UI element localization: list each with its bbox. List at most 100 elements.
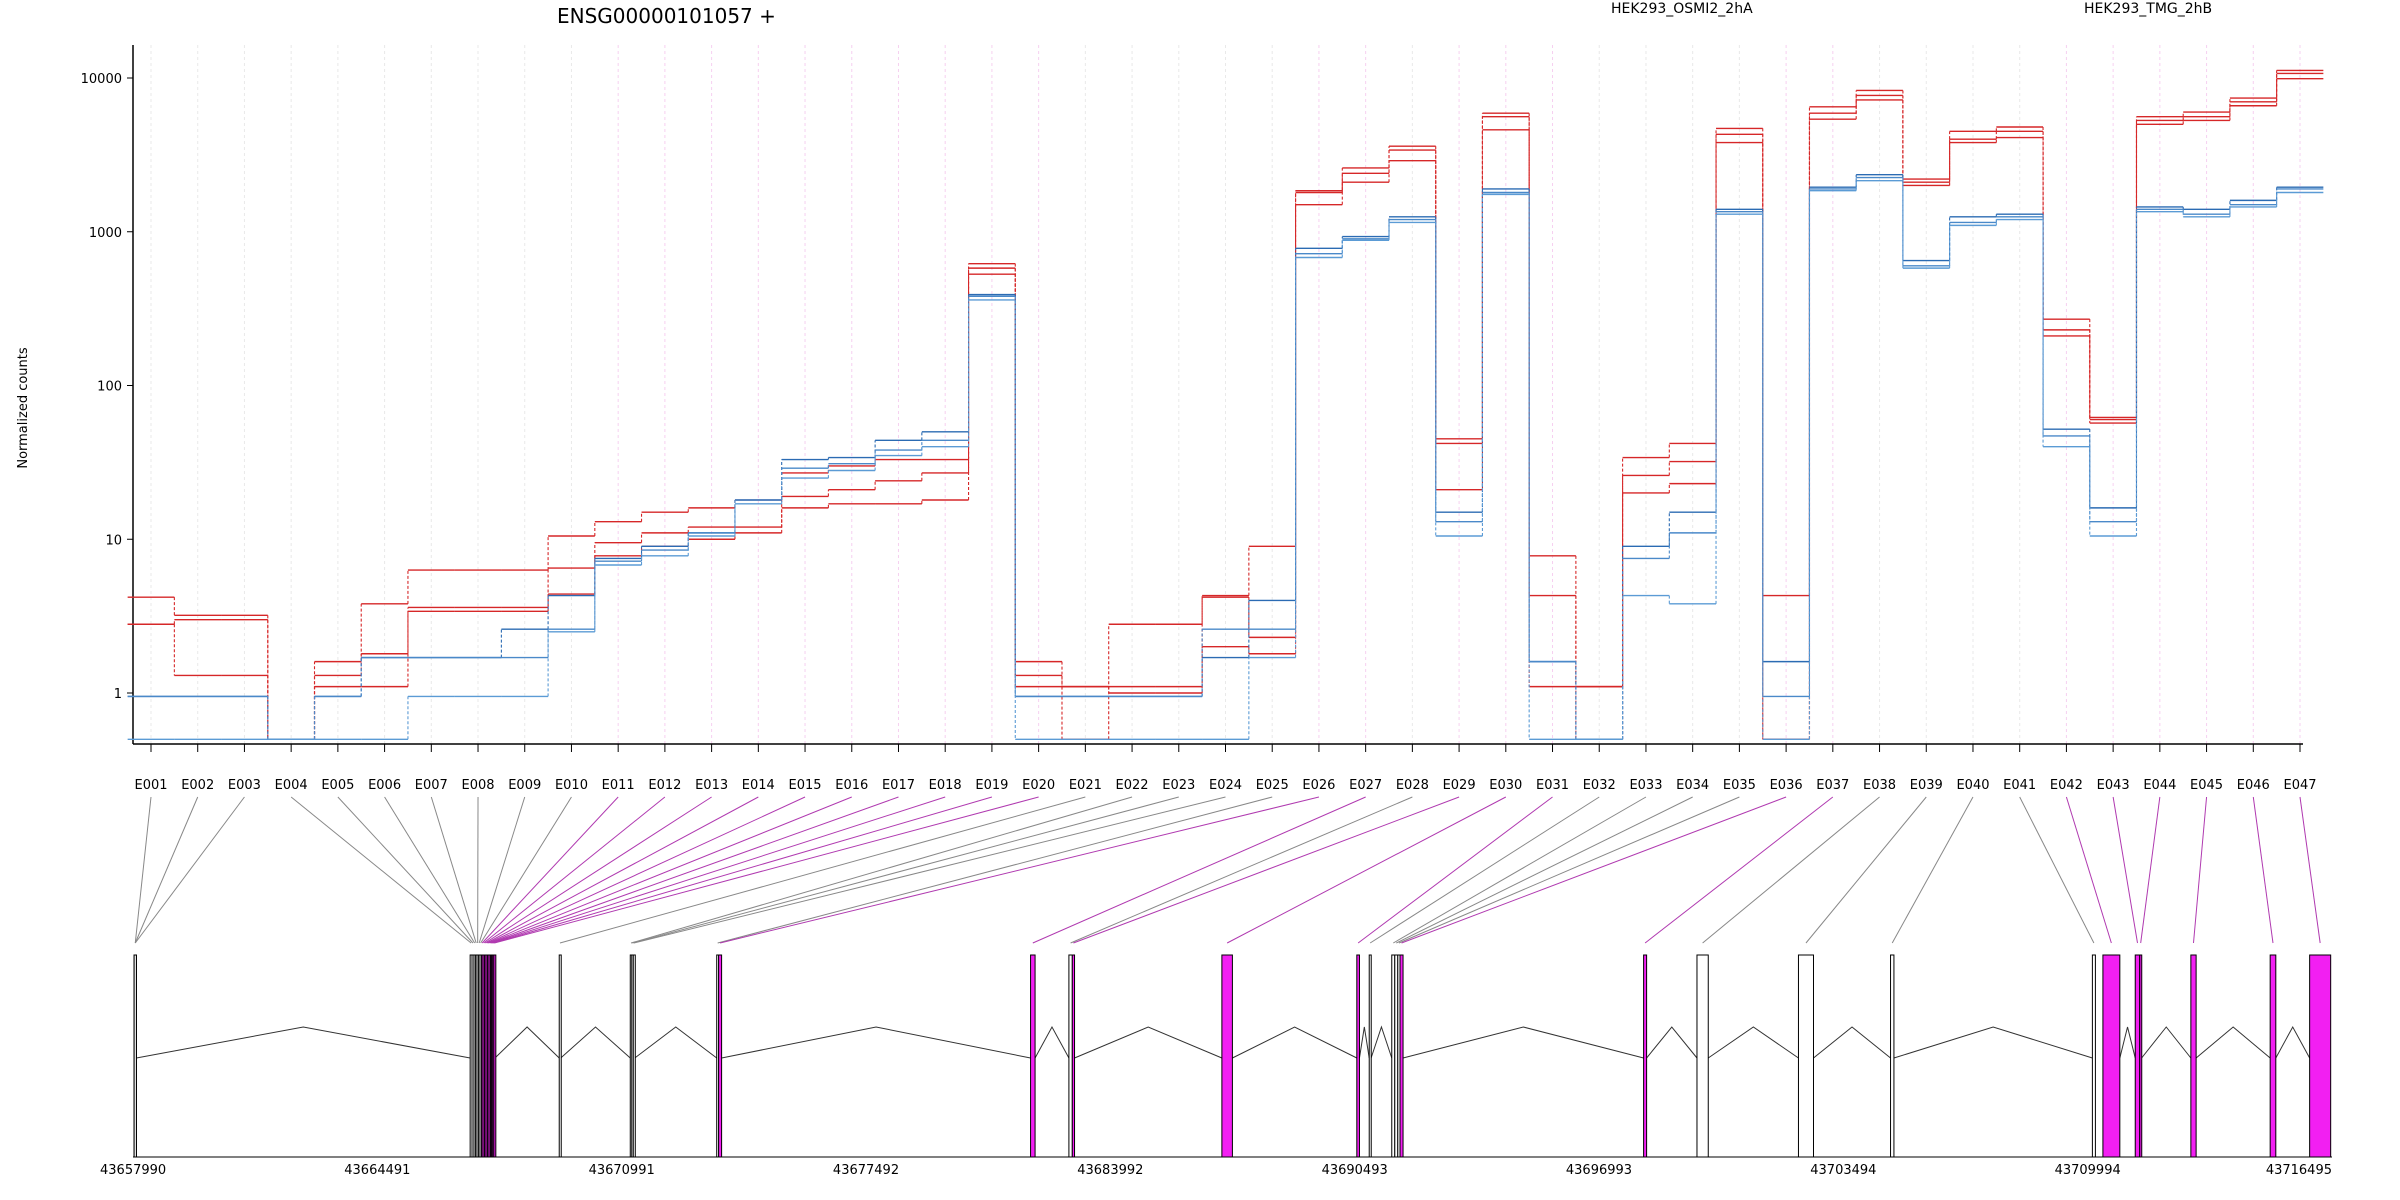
- exon-label: E031: [1536, 778, 1569, 793]
- exon-label: E010: [555, 778, 588, 793]
- exon-box-E032: [1368, 954, 1372, 1158]
- connector-E037: [1644, 796, 1834, 944]
- exon-label: E034: [1676, 778, 1709, 793]
- y-tick-label: 100: [97, 380, 122, 395]
- legend-entry-tmg: HEK293_TMG_2hB: [2084, 1, 2212, 17]
- exon-box-E020: [493, 954, 497, 1158]
- connector-E041: [2019, 796, 2095, 944]
- exon-label: E037: [1816, 778, 1849, 793]
- exon-label: E014: [742, 778, 775, 793]
- intron-line: [494, 1026, 560, 1059]
- coordinate-label: 43683992: [1077, 1163, 1143, 1178]
- intron-line: [136, 1026, 471, 1059]
- y-tick-label: 10000: [81, 72, 122, 87]
- intron-line: [2119, 1026, 2136, 1059]
- connector-E034: [1396, 796, 1693, 944]
- coordinate-label: 43709994: [2055, 1163, 2121, 1178]
- connector-E038: [1702, 796, 1880, 944]
- exon-label: E047: [2283, 778, 2316, 793]
- coordinate-label: 43716495: [2266, 1163, 2332, 1178]
- connector-E003: [134, 796, 245, 944]
- y-tick-label: 10: [105, 533, 122, 548]
- coordinate-label: 43670991: [589, 1163, 655, 1178]
- exon-label: E041: [2003, 778, 2036, 793]
- coordinate-labels: 43657990 43664491 43670991 43677492 43683992…: [100, 1163, 2332, 1178]
- exon-box-E046: [2269, 954, 2277, 1158]
- y-tick-label: 1000: [89, 226, 122, 241]
- exon-box-E030: [1221, 954, 1233, 1158]
- intron-line: [2275, 1025, 2311, 1059]
- intron-line: [2195, 1026, 2271, 1059]
- exon-label: E032: [1583, 778, 1616, 793]
- connector-E004: [290, 796, 472, 944]
- exon-label: E038: [1863, 778, 1896, 793]
- exon-box-E041: [2091, 954, 2096, 1158]
- exon-label: E006: [368, 778, 401, 793]
- connector-E017: [490, 796, 899, 944]
- exon-label: E019: [975, 778, 1008, 793]
- exon-label: E011: [602, 778, 635, 793]
- exon-box-E040: [1890, 954, 1895, 1158]
- exon-label: E013: [695, 778, 728, 793]
- exon-label: E004: [275, 778, 308, 793]
- connector-E007: [430, 796, 477, 944]
- connector-E014: [486, 796, 759, 944]
- series-line: [127, 173, 2324, 740]
- exon-box-E042: [2102, 954, 2121, 1158]
- exon-label: E015: [789, 778, 822, 793]
- exon-label: E040: [1956, 778, 1989, 793]
- exon-box-E028: [1068, 954, 1073, 1158]
- exon-label: E028: [1396, 778, 1429, 793]
- exon-box-E024: [632, 954, 636, 1158]
- coordinate-label: 43664491: [344, 1163, 410, 1178]
- exon-label: E042: [2050, 778, 2083, 793]
- exon-box-E021: [558, 954, 562, 1158]
- intron-line: [1813, 1026, 1891, 1059]
- connector-E018: [491, 796, 946, 944]
- connector-E022: [630, 796, 1133, 944]
- exon-label: E005: [321, 778, 354, 793]
- connector-E019: [493, 796, 993, 944]
- connector-E039: [1805, 796, 1927, 944]
- exon-label: E026: [1302, 778, 1335, 793]
- exon-label: E021: [1069, 778, 1102, 793]
- intron-line: [1074, 1026, 1223, 1059]
- series-lines: [127, 69, 2324, 740]
- exon-connectors: [134, 796, 2321, 944]
- connector-E040: [1891, 796, 1974, 944]
- connector-E029: [1073, 796, 1460, 944]
- exon-label: E017: [882, 778, 915, 793]
- intron-line: [1358, 1026, 1370, 1059]
- exon-label: E033: [1629, 778, 1662, 793]
- exon-label: E030: [1489, 778, 1522, 793]
- connector-E031: [1357, 796, 1553, 944]
- y-tick-label: 1: [114, 687, 122, 702]
- connector-E032: [1369, 796, 1600, 944]
- intron-line: [1370, 1025, 1393, 1059]
- legend-entry-osmi: HEK293_OSMI2_2hA: [1611, 1, 1753, 17]
- connector-E033: [1393, 796, 1647, 944]
- intron-line: [1402, 1026, 1644, 1059]
- connector-E020: [494, 796, 1039, 944]
- connector-E006: [384, 796, 476, 944]
- exon-box-E029: [1071, 954, 1076, 1158]
- exon-label: E044: [2143, 778, 2176, 793]
- connector-E013: [484, 796, 712, 944]
- intron-line: [721, 1026, 1031, 1059]
- connector-E047: [2299, 796, 2321, 944]
- connector-E001: [134, 796, 152, 944]
- connector-E043: [2112, 796, 2138, 944]
- exon-box-E045: [2190, 954, 2197, 1158]
- exon-label: E020: [1022, 778, 1055, 793]
- exon-label: E018: [929, 778, 962, 793]
- coordinate-label: 43690493: [1322, 1163, 1388, 1178]
- chart-title: ENSG00000101057 +: [557, 4, 776, 28]
- exon-box-E037: [1643, 954, 1648, 1158]
- exon-labels: E001 E002 E003 E004 E005 E006 E007 E008 E009 E010…: [134, 744, 2317, 793]
- connector-E045: [2192, 796, 2208, 944]
- connector-E046: [2252, 796, 2274, 944]
- exon-box-E027: [1030, 954, 1036, 1158]
- intron-line: [1646, 1026, 1698, 1059]
- exon-label: E046: [2237, 778, 2270, 793]
